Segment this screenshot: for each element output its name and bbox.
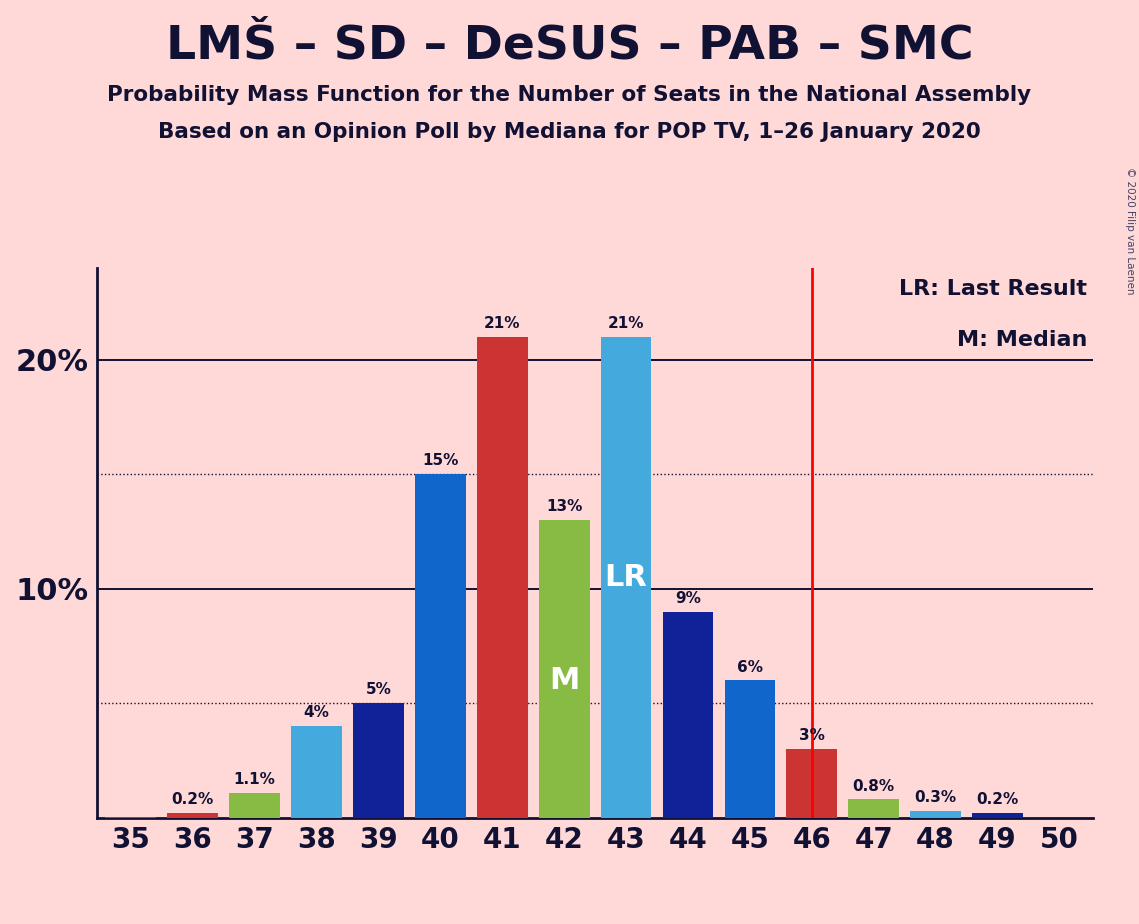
Bar [786, 749, 837, 818]
Bar [910, 811, 961, 818]
Bar [600, 336, 652, 818]
Bar [229, 793, 280, 818]
Bar [663, 612, 713, 818]
Text: M: Median: M: Median [957, 330, 1088, 350]
Bar [106, 817, 156, 818]
Text: LR: Last Result: LR: Last Result [900, 279, 1088, 299]
Text: 4%: 4% [304, 705, 329, 721]
Bar [849, 799, 899, 818]
Bar [724, 680, 776, 818]
Text: 6%: 6% [737, 660, 763, 675]
Bar [292, 726, 342, 818]
Text: 1.1%: 1.1% [233, 772, 276, 787]
Text: 0.2%: 0.2% [976, 793, 1018, 808]
Bar [539, 520, 590, 818]
Text: 0.8%: 0.8% [853, 779, 895, 794]
Bar [167, 813, 219, 818]
Text: 13%: 13% [546, 499, 582, 515]
Text: 21%: 21% [608, 316, 645, 331]
Bar [477, 336, 527, 818]
Bar [1034, 817, 1084, 818]
Text: 3%: 3% [798, 728, 825, 743]
Text: © 2020 Filip van Laenen: © 2020 Filip van Laenen [1125, 167, 1134, 295]
Text: LMŠ – SD – DeSUS – PAB – SMC: LMŠ – SD – DeSUS – PAB – SMC [165, 23, 974, 68]
Text: Based on an Opinion Poll by Mediana for POP TV, 1–26 January 2020: Based on an Opinion Poll by Mediana for … [158, 122, 981, 142]
Text: M: M [549, 666, 580, 695]
Text: 5%: 5% [366, 683, 392, 698]
Text: 0.2%: 0.2% [172, 793, 214, 808]
Text: Probability Mass Function for the Number of Seats in the National Assembly: Probability Mass Function for the Number… [107, 85, 1032, 105]
Bar [415, 474, 466, 818]
Bar [972, 813, 1023, 818]
Text: 9%: 9% [675, 590, 700, 606]
Text: LR: LR [605, 563, 647, 591]
Text: 0.3%: 0.3% [915, 790, 957, 805]
Text: 15%: 15% [423, 454, 459, 468]
Bar [353, 703, 404, 818]
Text: 21%: 21% [484, 316, 521, 331]
